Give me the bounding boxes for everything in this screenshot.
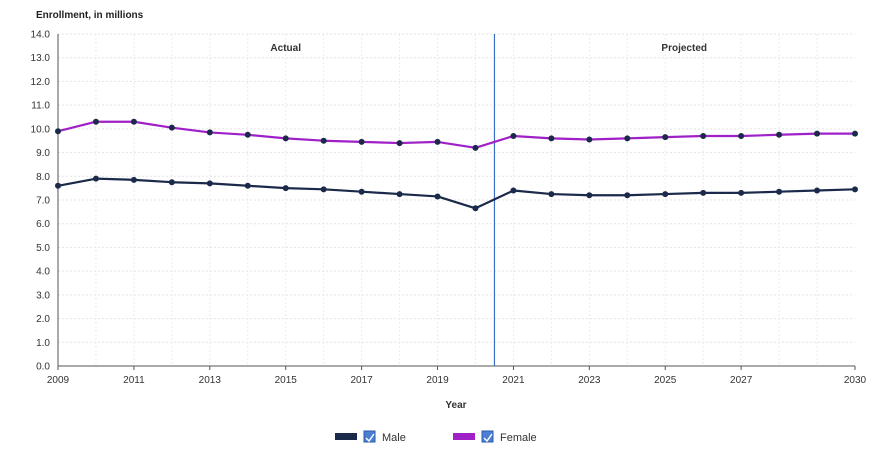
legend-check-icon: [365, 433, 375, 443]
series-female: [55, 118, 858, 151]
y-tick-label: 9.0: [36, 148, 50, 159]
data-point: [700, 132, 707, 139]
region-label: Actual: [270, 43, 301, 54]
series-male: [55, 175, 858, 212]
data-point: [738, 189, 745, 196]
data-point: [244, 131, 251, 138]
y-tick-label: 6.0: [36, 219, 50, 230]
data-point: [282, 185, 289, 192]
y-tick-label: 1.0: [36, 338, 50, 349]
x-axis-title: Year: [445, 400, 466, 411]
x-tick-label: 2015: [275, 375, 298, 386]
data-point: [700, 189, 707, 196]
series-line: [57, 120, 855, 149]
series-line: [57, 177, 856, 210]
data-point: [624, 192, 631, 199]
x-tick-label: 2009: [47, 375, 70, 386]
y-tick-label: 4.0: [36, 267, 50, 278]
x-tick-label: 2017: [350, 375, 373, 386]
data-point: [358, 138, 365, 145]
data-point: [168, 179, 175, 186]
x-tick-label: 2021: [502, 375, 525, 386]
data-point: [548, 135, 555, 142]
data-point: [396, 191, 403, 198]
data-point: [92, 118, 99, 125]
data-point: [472, 144, 479, 151]
data-point: [358, 188, 365, 195]
x-tick-label: 2013: [199, 375, 222, 386]
data-point: [434, 138, 441, 145]
y-tick-label: 12.0: [31, 77, 51, 88]
data-point: [624, 135, 631, 142]
data-point: [852, 130, 858, 137]
y-tick-label: 5.0: [36, 243, 50, 254]
y-tick-label: 13.0: [31, 53, 51, 64]
x-tick-label: 2019: [426, 375, 449, 386]
data-point: [776, 188, 783, 195]
data-point: [814, 187, 821, 194]
data-point: [776, 131, 783, 138]
data-point: [852, 186, 858, 193]
y-tick-label: 7.0: [36, 196, 50, 207]
y-tick-label: 8.0: [36, 172, 50, 183]
data-point: [55, 128, 61, 135]
data-point: [510, 132, 517, 139]
grid-lines: [58, 33, 855, 366]
y-tick-labels: 0.0 1.0 2.0 3.0 4.0 5.0 6.0 7.0 8.0 9.0 10.0 11.0 12…: [31, 30, 51, 373]
data-point: [130, 118, 137, 125]
legend-checkbox: [481, 430, 494, 443]
data-point: [662, 191, 669, 198]
legend-swatch: [335, 433, 357, 440]
series-lines: [55, 118, 858, 212]
legend-swatch: [453, 433, 475, 440]
x-tick-label: 2030: [844, 375, 867, 386]
data-point: [510, 187, 517, 194]
x-tick-label: 2023: [578, 375, 601, 386]
x-tick-label: 2011: [123, 375, 145, 386]
data-point: [206, 180, 213, 187]
data-point: [282, 135, 289, 142]
y-axis-title: Enrollment, in millions: [36, 10, 144, 21]
legend: Male Female: [335, 430, 537, 444]
data-point: [320, 186, 327, 193]
x-tick-label: 2027: [730, 375, 753, 386]
legend-label: Female: [500, 432, 537, 444]
data-point: [472, 205, 479, 212]
legend-check-icon: [483, 433, 493, 443]
data-point: [662, 134, 669, 141]
data-point: [244, 182, 251, 189]
y-tick-label: 3.0: [36, 290, 50, 301]
data-point: [92, 175, 99, 182]
data-point: [586, 136, 593, 143]
y-tick-label: 14.0: [31, 30, 51, 41]
data-point: [548, 191, 555, 198]
y-tick-label: 2.0: [36, 314, 50, 325]
x-tick-label: 2025: [654, 375, 677, 386]
data-point: [55, 182, 61, 189]
y-tick-label: 0.0: [36, 362, 50, 373]
axes: [57, 34, 856, 370]
x-tick-labels: 2009 2011 2013 2015 2017 2019 2021 2023 2025 2027…: [47, 375, 867, 386]
legend-label: Male: [382, 432, 406, 444]
data-point: [320, 137, 327, 144]
region-labels: Actual Projected: [270, 43, 707, 54]
data-point: [586, 192, 593, 199]
data-point: [434, 193, 441, 200]
data-point: [738, 132, 745, 139]
data-point: [168, 124, 175, 131]
region-label: Projected: [661, 43, 707, 54]
data-point: [396, 140, 403, 147]
data-point: [206, 129, 213, 136]
y-tick-label: 11.0: [31, 101, 50, 112]
data-point: [814, 130, 821, 137]
y-tick-label: 10.0: [31, 124, 51, 135]
legend-checkbox: [363, 430, 376, 443]
data-point: [130, 176, 137, 183]
